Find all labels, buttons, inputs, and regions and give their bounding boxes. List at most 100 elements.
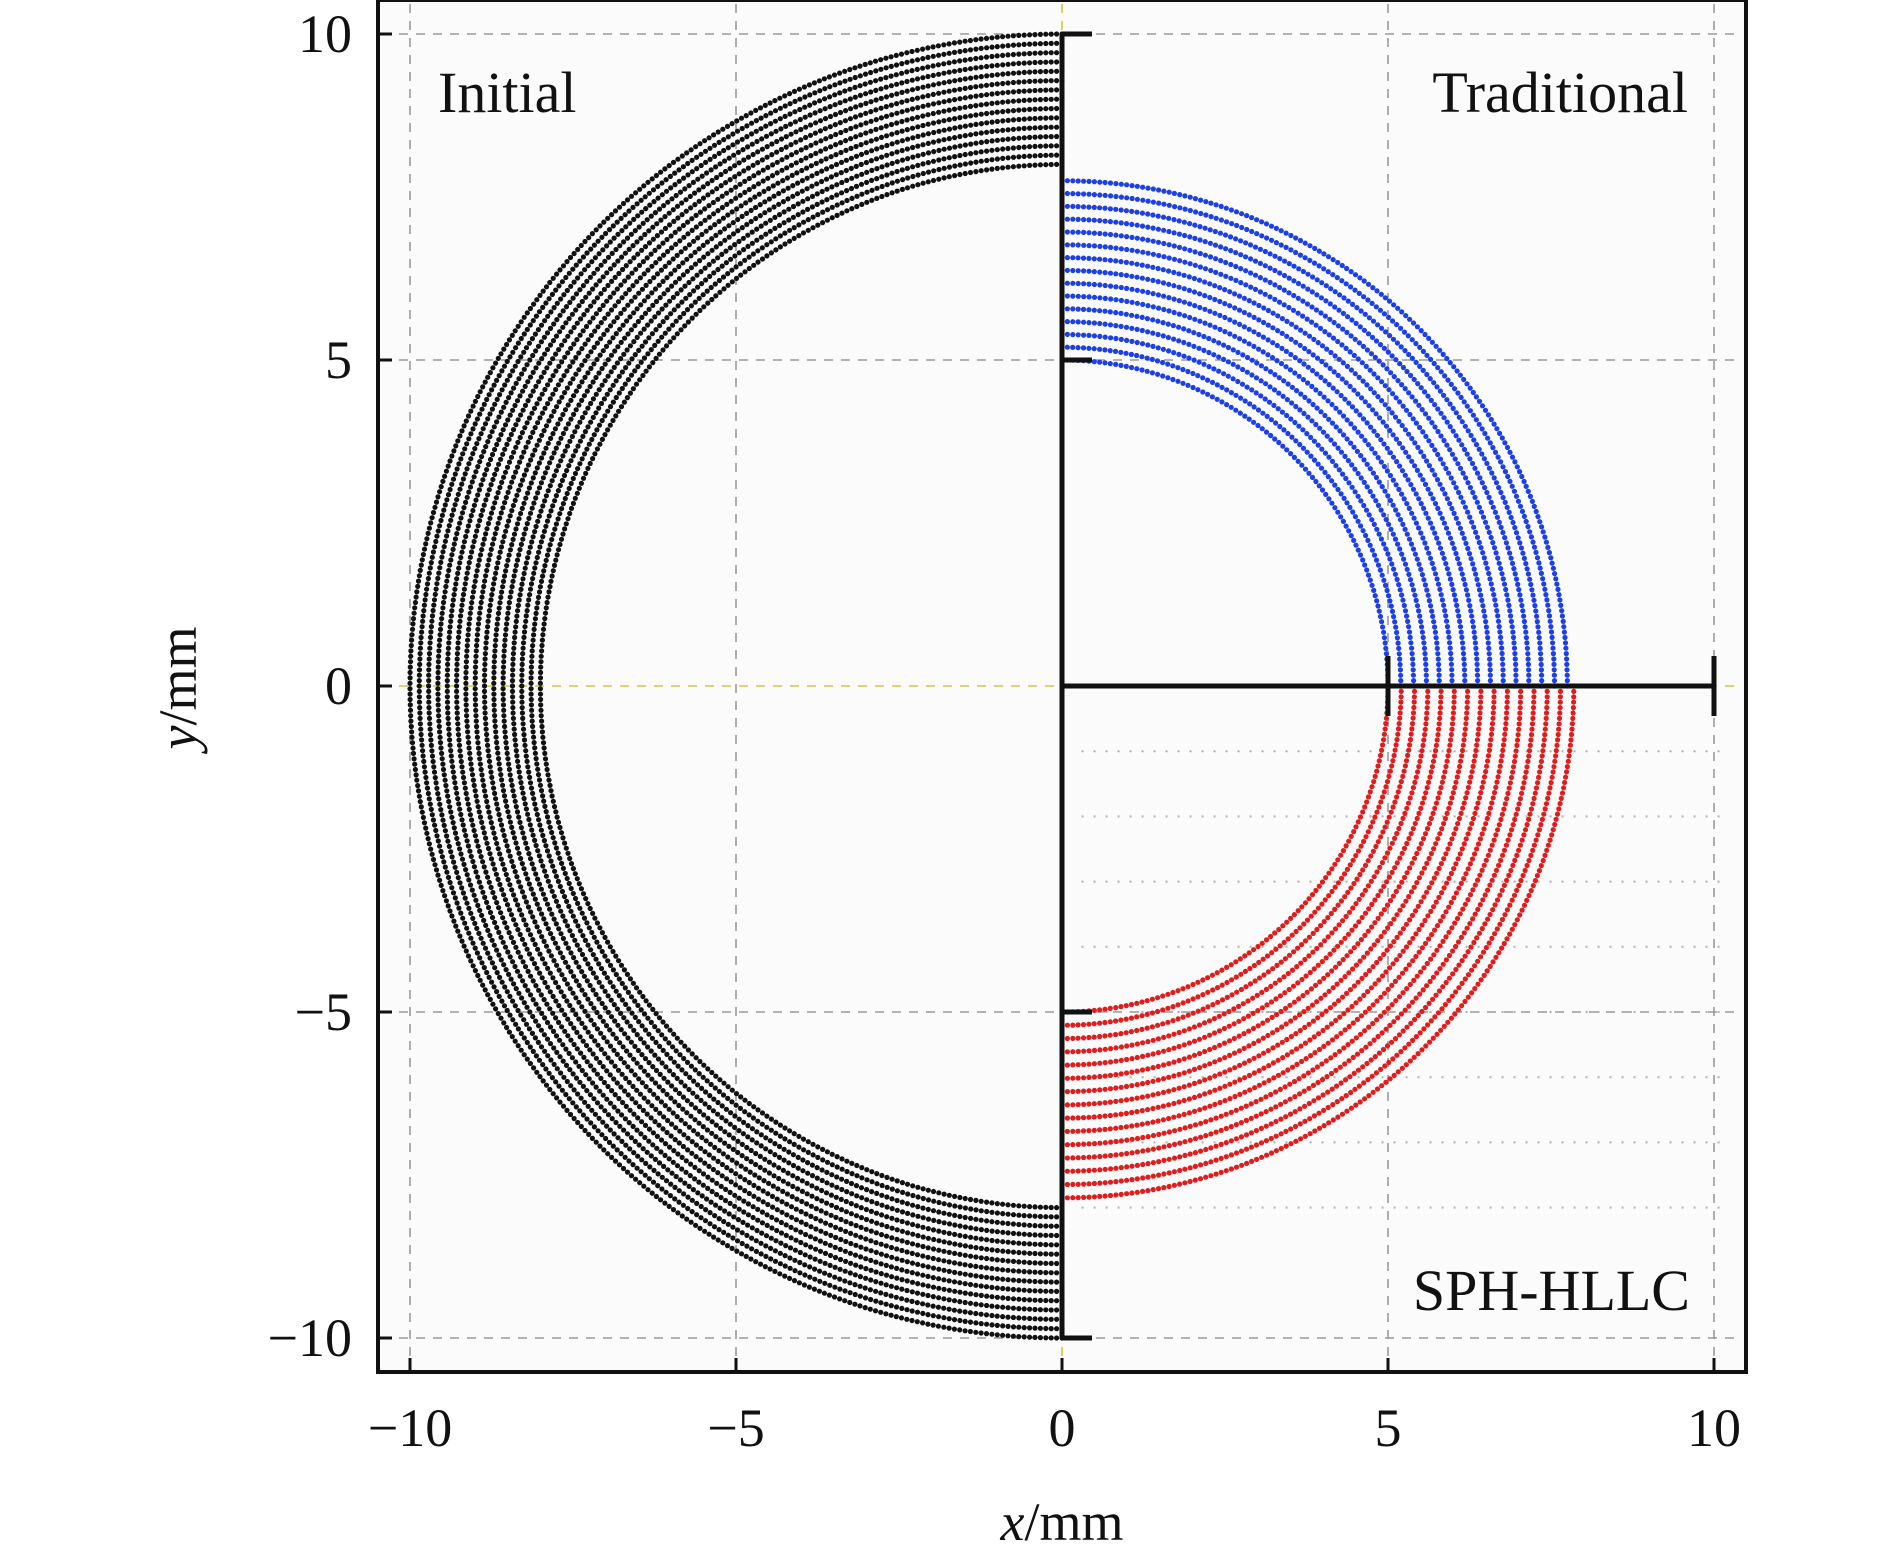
particle-point bbox=[574, 291, 579, 296]
particle-point bbox=[486, 748, 491, 753]
particle-point bbox=[417, 656, 422, 661]
particle-point bbox=[449, 552, 454, 557]
particle-point bbox=[429, 624, 434, 629]
particle-point bbox=[593, 1112, 598, 1117]
particle-point bbox=[491, 675, 496, 680]
particle-point bbox=[473, 692, 478, 697]
particle-point bbox=[553, 352, 558, 357]
particle-point bbox=[979, 1208, 984, 1213]
particle-point bbox=[744, 1233, 749, 1238]
particle-point bbox=[653, 327, 658, 332]
particle-point bbox=[968, 57, 973, 62]
particle-point bbox=[889, 1196, 894, 1201]
particle-point bbox=[1011, 1240, 1016, 1245]
particle-point bbox=[565, 1033, 570, 1038]
particle-point bbox=[1049, 1261, 1054, 1266]
particle-point bbox=[585, 978, 590, 983]
particle-point bbox=[543, 897, 548, 902]
particle-point bbox=[540, 833, 545, 838]
particle-point bbox=[863, 1276, 868, 1281]
particle-point bbox=[789, 1235, 794, 1240]
particle-point bbox=[770, 162, 775, 167]
particle-point bbox=[501, 670, 506, 675]
particle-point bbox=[979, 140, 984, 145]
particle-point bbox=[847, 67, 852, 72]
particle-point bbox=[1000, 109, 1005, 114]
particle-point bbox=[699, 1204, 704, 1209]
particle-point bbox=[602, 1108, 607, 1113]
particle-point bbox=[597, 251, 602, 256]
particle-point bbox=[531, 978, 536, 983]
particle-point bbox=[499, 368, 504, 373]
particle-point bbox=[501, 681, 506, 686]
particle-point bbox=[715, 267, 720, 272]
particle-point bbox=[609, 353, 614, 358]
particle-point bbox=[685, 1206, 690, 1211]
particle-point bbox=[463, 833, 468, 838]
particle-point bbox=[622, 967, 627, 972]
particle-point bbox=[765, 165, 770, 170]
particle-point bbox=[808, 133, 813, 138]
particle-point bbox=[844, 1199, 849, 1204]
particle-point bbox=[485, 951, 490, 956]
particle-point bbox=[590, 286, 595, 291]
particle-point bbox=[990, 138, 995, 143]
particle-point bbox=[671, 1148, 676, 1153]
particle-point bbox=[1027, 1213, 1032, 1218]
particle-point bbox=[778, 244, 783, 249]
particle-point bbox=[492, 654, 497, 659]
particle-point bbox=[973, 65, 978, 70]
particle-point bbox=[482, 673, 487, 678]
particle-point bbox=[497, 761, 502, 766]
particle-point bbox=[849, 1211, 854, 1216]
particle-point bbox=[528, 1044, 533, 1049]
particle-point bbox=[973, 131, 978, 136]
particle-point bbox=[433, 539, 438, 544]
particle-point bbox=[863, 1285, 868, 1290]
particle-point bbox=[511, 386, 516, 391]
particle-point bbox=[879, 155, 884, 160]
particle-point bbox=[608, 266, 613, 271]
particle-point bbox=[814, 1186, 819, 1191]
particle-point bbox=[576, 350, 581, 355]
particle-point bbox=[792, 89, 797, 94]
particle-point bbox=[472, 584, 477, 589]
particle-point bbox=[621, 1128, 626, 1133]
particle-point bbox=[407, 681, 412, 686]
particle-point bbox=[995, 166, 1000, 171]
particle-point bbox=[579, 346, 584, 351]
particle-point bbox=[1038, 1288, 1043, 1293]
particle-point bbox=[1054, 143, 1059, 148]
particle-point bbox=[530, 506, 535, 511]
particle-point bbox=[701, 304, 706, 309]
particle-point bbox=[952, 116, 957, 121]
particle-point bbox=[593, 375, 598, 380]
particle-point bbox=[624, 318, 629, 323]
particle-point bbox=[830, 1162, 835, 1167]
particle-point bbox=[680, 1155, 685, 1160]
particle-point bbox=[1054, 125, 1059, 130]
particle-point bbox=[1000, 53, 1005, 58]
particle-point bbox=[697, 1071, 702, 1076]
particle-point bbox=[649, 290, 654, 295]
particle-point bbox=[863, 101, 868, 106]
particle-point bbox=[490, 938, 495, 943]
particle-point bbox=[947, 165, 952, 170]
particle-point bbox=[748, 197, 753, 202]
particle-point bbox=[488, 552, 493, 557]
particle-point bbox=[496, 812, 501, 817]
particle-point bbox=[625, 972, 630, 977]
particle-point bbox=[444, 870, 449, 875]
particle-point bbox=[542, 869, 547, 874]
particle-point bbox=[689, 1151, 694, 1156]
particle-point bbox=[1043, 1205, 1048, 1210]
particle-point bbox=[838, 1247, 843, 1252]
particle-point bbox=[632, 368, 637, 373]
particle-point bbox=[792, 225, 797, 230]
particle-point bbox=[602, 1051, 607, 1056]
particle-point bbox=[456, 732, 461, 737]
particle-point bbox=[873, 107, 878, 112]
particle-point bbox=[848, 136, 853, 141]
particle-point bbox=[726, 1233, 731, 1238]
particle-point bbox=[777, 1155, 782, 1160]
